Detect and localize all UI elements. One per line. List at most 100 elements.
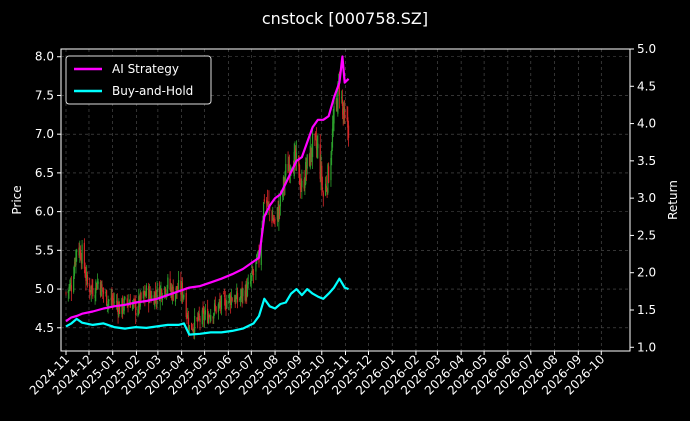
candle-body — [332, 122, 334, 131]
candle-body — [255, 262, 257, 272]
candle-body — [326, 189, 328, 192]
candle-body — [183, 295, 185, 298]
right-tick-label: 4.0 — [637, 117, 656, 131]
candle-body — [170, 287, 172, 290]
candle-body — [319, 144, 321, 179]
legend-ai-label: AI Strategy — [112, 62, 179, 76]
candle-body — [73, 276, 75, 292]
grid-lines — [61, 49, 630, 351]
candle-body — [256, 256, 259, 258]
candle-body — [91, 284, 93, 290]
candle-body — [274, 219, 276, 221]
candle-body — [311, 154, 313, 156]
candle-body — [191, 329, 193, 331]
candle-body — [132, 303, 134, 309]
candle-body — [119, 304, 121, 314]
left-tick-label: 7.0 — [35, 127, 54, 141]
candle-body — [336, 100, 338, 112]
left-axis-ticks: 4.5 5.0 5.5 6.0 6.5 7.0 7.5 8.0 — [35, 50, 61, 335]
candle-body — [94, 295, 96, 298]
candle-body — [105, 292, 107, 294]
candle-body — [188, 325, 190, 332]
candle-body — [117, 305, 119, 315]
candle-body — [197, 317, 199, 322]
candle-body — [86, 274, 89, 285]
candle-body — [282, 176, 285, 191]
candle-body — [207, 308, 209, 323]
candle-body — [69, 282, 72, 286]
candle-body — [311, 133, 314, 158]
candle-body — [294, 150, 296, 153]
candle-body — [192, 329, 194, 331]
candle-body — [295, 152, 298, 164]
candle-body — [122, 309, 125, 311]
candle-body — [96, 281, 98, 289]
candle-body — [164, 286, 166, 296]
candle-body — [250, 276, 252, 281]
left-axis-label: Price — [10, 185, 24, 214]
chart-title: cnstock [000758.SZ] — [262, 9, 428, 28]
candle-body — [316, 145, 318, 150]
candle-body — [304, 183, 306, 189]
right-axis-ticks: 1.0 1.5 2.0 2.5 3.0 3.5 4.0 4.5 5.0 — [630, 42, 656, 354]
candle-body — [112, 298, 115, 300]
candle-body — [161, 289, 163, 300]
candle-body — [338, 83, 340, 95]
candle-body — [231, 298, 233, 301]
chart-legend: AI Strategy Buy-and-Hold — [65, 55, 212, 105]
candle-body — [331, 149, 333, 155]
candle-body — [166, 289, 168, 293]
candle-body — [150, 296, 152, 302]
candle-body — [315, 133, 317, 138]
candle-body — [289, 164, 291, 175]
candle-body — [262, 202, 265, 223]
candle-body — [305, 165, 308, 171]
candle-body — [81, 244, 83, 264]
candle-body — [300, 187, 302, 189]
candle-body — [142, 291, 144, 299]
candle-body — [328, 166, 330, 183]
candle-body — [129, 301, 131, 308]
candle-body — [126, 298, 128, 304]
candle-body — [271, 211, 273, 223]
candle-body — [317, 143, 319, 149]
candle-body — [346, 118, 348, 119]
candle-body — [292, 169, 295, 174]
candle-body — [209, 317, 211, 320]
candle-body — [74, 262, 76, 265]
candle-body — [108, 300, 110, 302]
candle-body — [180, 280, 182, 295]
candle-body — [347, 117, 349, 128]
candle-body — [182, 295, 184, 298]
candle-body — [187, 317, 190, 330]
candle-body — [113, 301, 115, 303]
right-tick-label: 1.0 — [637, 340, 656, 354]
candle-body — [315, 138, 318, 149]
candle-body — [116, 301, 118, 306]
candle-body — [177, 280, 180, 290]
candle-body — [204, 315, 206, 321]
candle-body — [272, 217, 275, 222]
candle-body — [285, 164, 287, 176]
candle-body — [137, 309, 139, 316]
candle-body — [299, 183, 301, 190]
candle-body — [298, 155, 300, 167]
left-tick-label: 8.0 — [35, 50, 54, 64]
candle-body — [73, 264, 76, 277]
candle-body — [251, 269, 253, 277]
legend-bh-label: Buy-and-Hold — [112, 84, 193, 98]
candle-body — [213, 313, 215, 319]
candle-body — [230, 296, 232, 306]
right-tick-label: 3.5 — [637, 154, 656, 168]
candle-body — [298, 164, 301, 185]
candle-body — [193, 329, 195, 333]
candle-body — [320, 166, 322, 181]
candle-body — [186, 314, 188, 318]
candle-body — [161, 297, 164, 301]
candle-body — [67, 290, 69, 294]
candle-body — [301, 180, 303, 188]
candle-body — [127, 305, 129, 307]
candle-body — [278, 203, 280, 221]
candle-body — [239, 298, 241, 301]
candle-body — [283, 179, 285, 186]
